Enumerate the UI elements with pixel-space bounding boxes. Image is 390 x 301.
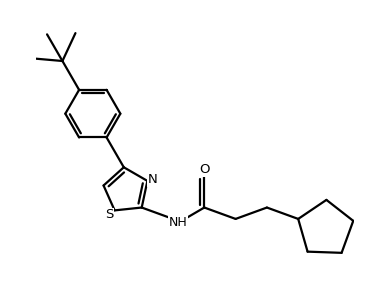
Text: S: S <box>105 208 114 221</box>
Text: NH: NH <box>169 216 188 229</box>
Text: O: O <box>199 163 209 176</box>
Text: N: N <box>147 173 157 186</box>
